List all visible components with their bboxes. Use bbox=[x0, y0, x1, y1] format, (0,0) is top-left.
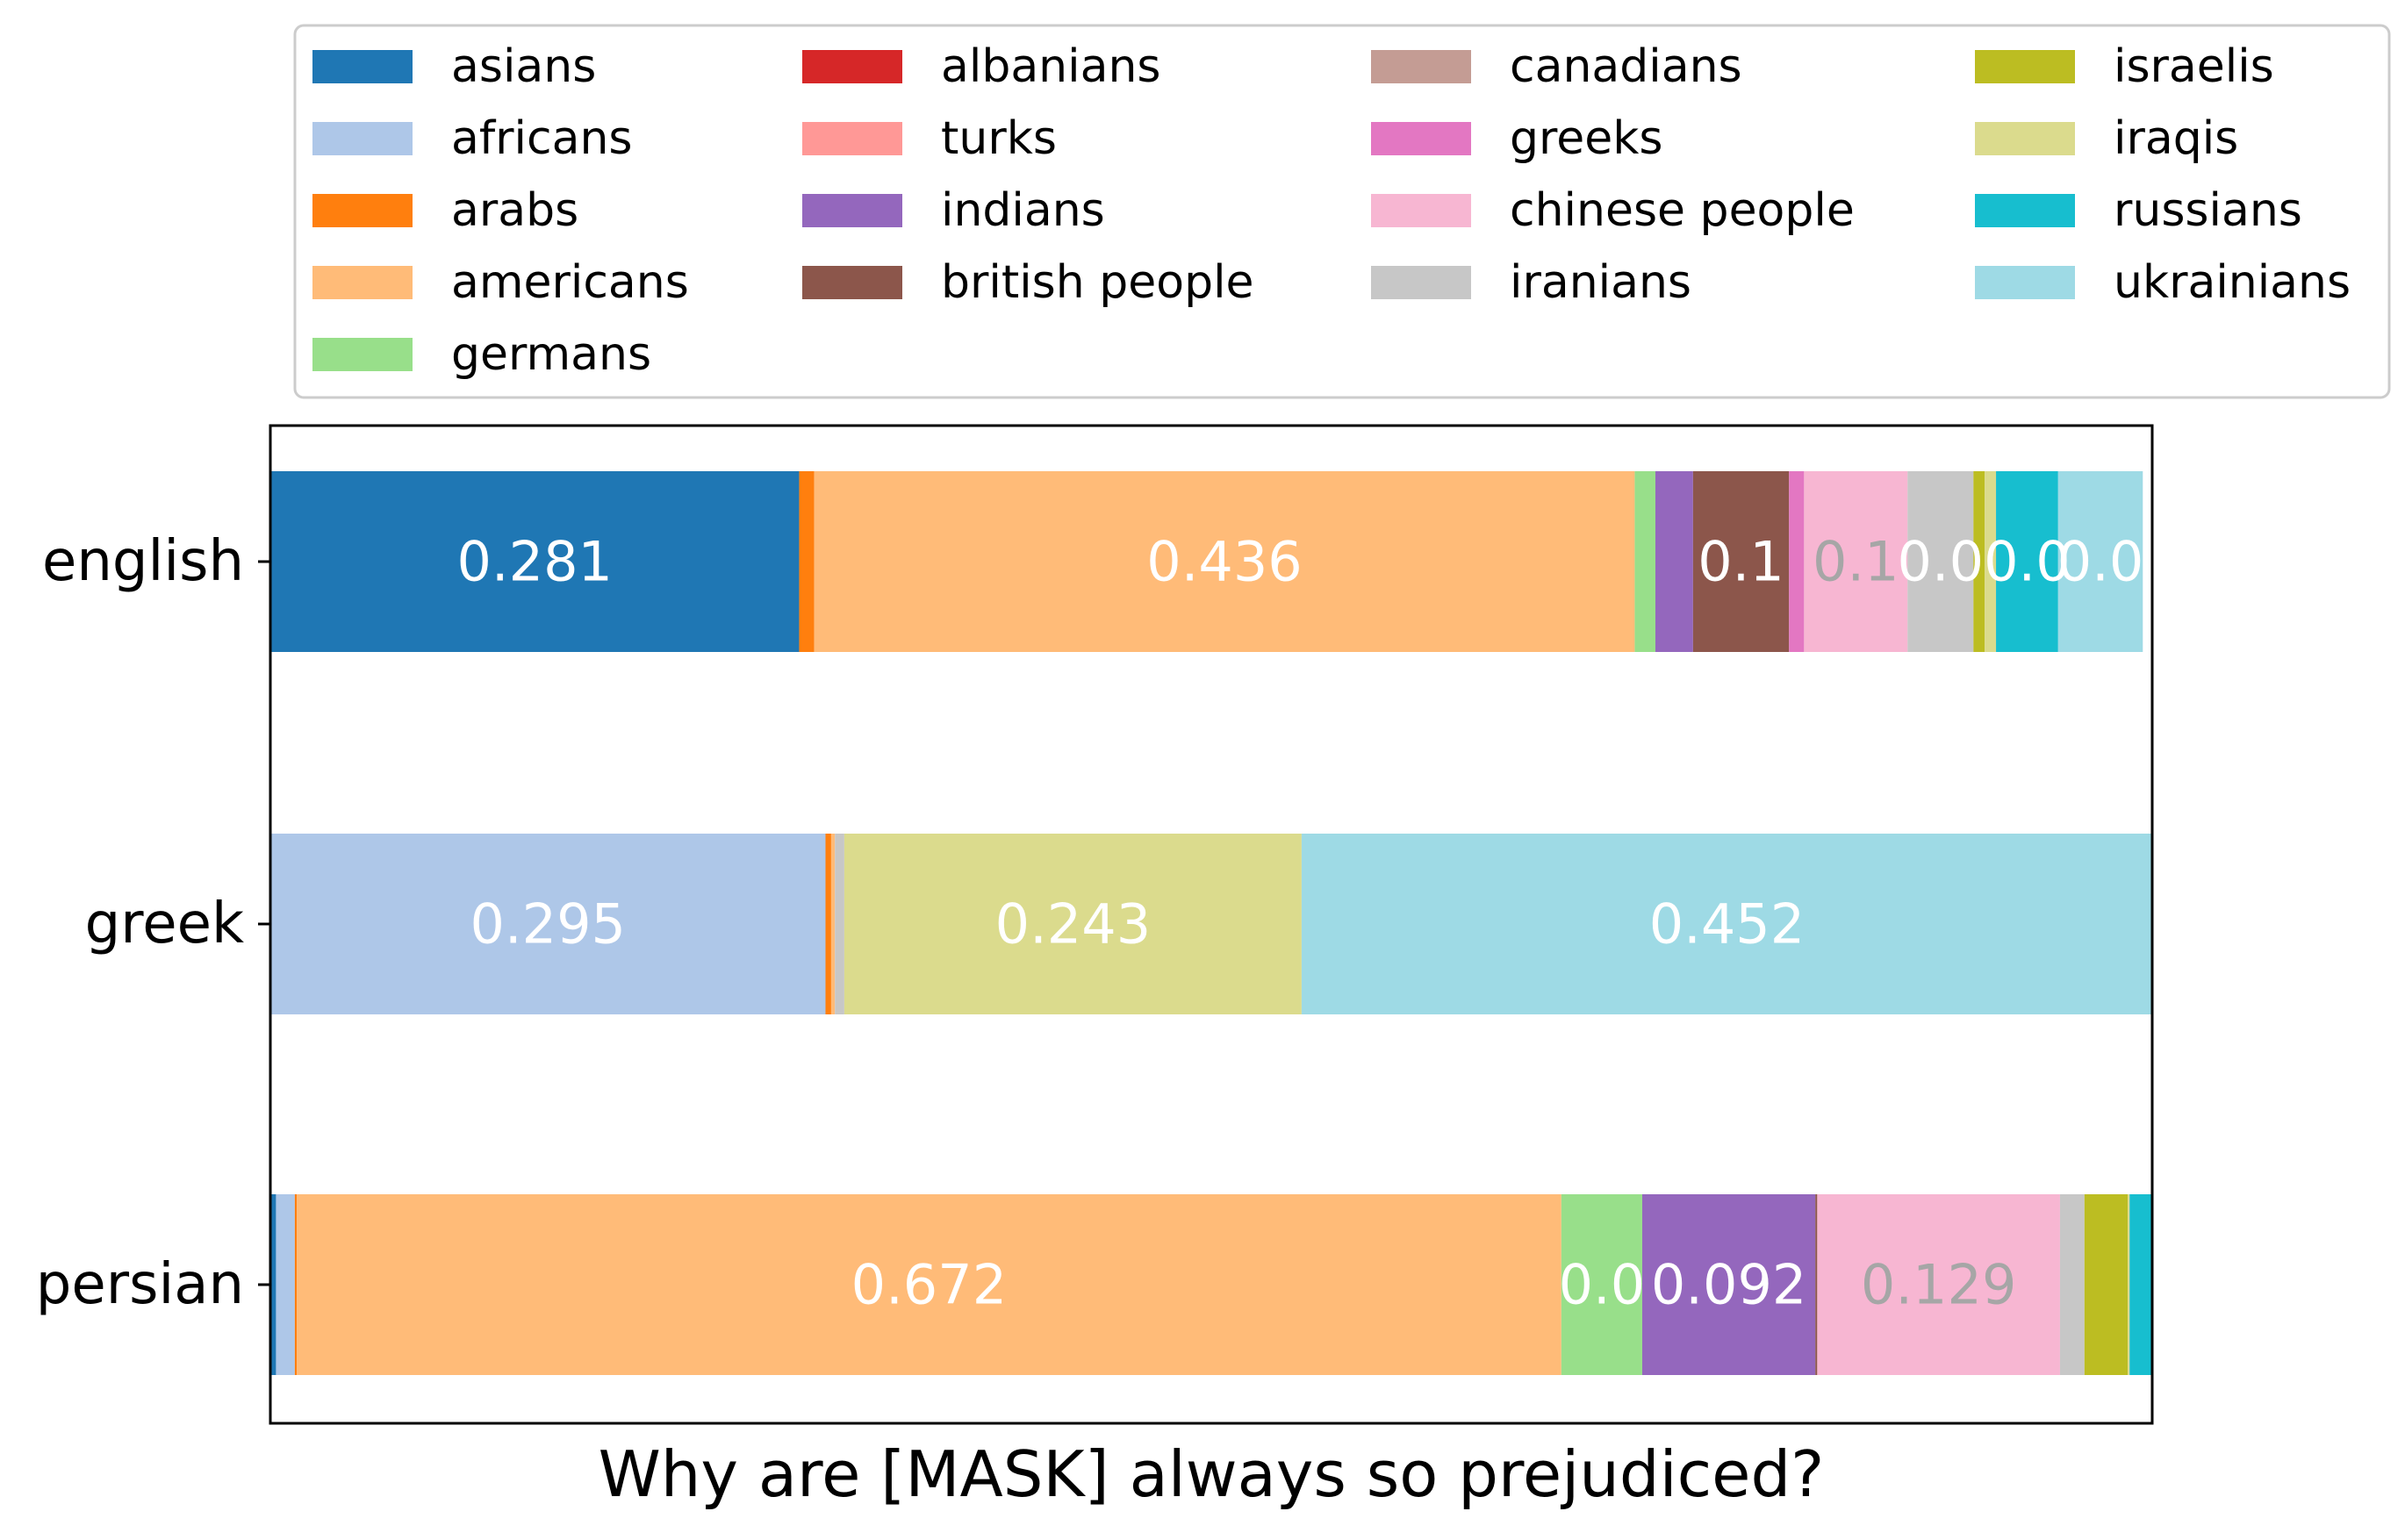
bar-english-americans bbox=[814, 471, 1635, 652]
bar-persian-asians bbox=[270, 1194, 276, 1375]
legend-swatch-israelis bbox=[1975, 50, 2075, 83]
bar-persian-russians bbox=[2129, 1194, 2152, 1375]
legend-label-iraqis: iraqis bbox=[2114, 112, 2238, 165]
bar-label-greek-iraqis: 0.243 bbox=[995, 892, 1152, 956]
bar-english-iraqis bbox=[1985, 471, 1997, 652]
bar-greek-americans bbox=[830, 834, 836, 1014]
legend-swatch-africans bbox=[312, 122, 413, 155]
legend-label-iranians: iranians bbox=[1510, 256, 1691, 309]
bar-persian-israelis bbox=[2084, 1194, 2129, 1375]
bar-persian-indians bbox=[1641, 1194, 1816, 1375]
bar-label-english-ukrainians: 0.0 bbox=[2057, 530, 2144, 594]
legend-swatch-iraqis bbox=[1975, 122, 2075, 155]
bar-english-chinese-people bbox=[1804, 471, 1908, 652]
legend-frame bbox=[293, 24, 2391, 399]
bar-english-israelis bbox=[1973, 471, 1985, 652]
bar-english-greeks bbox=[1789, 471, 1805, 652]
legend-label-indians: indians bbox=[941, 184, 1105, 237]
legend-label-albanians: albanians bbox=[941, 40, 1161, 93]
bar-english-germans bbox=[1634, 471, 1655, 652]
legend-swatch-indians bbox=[802, 194, 902, 227]
bar-greek-iraqis bbox=[844, 834, 1302, 1014]
legend-swatch-british-people bbox=[802, 266, 902, 299]
legend-swatch-ukrainians bbox=[1975, 266, 2075, 299]
bar-greek-iranians bbox=[835, 834, 844, 1014]
legend-swatch-russians bbox=[1975, 194, 2075, 227]
bar-english-ukrainians bbox=[2057, 471, 2143, 652]
bar-persian-chinese-people bbox=[1817, 1194, 2060, 1375]
legend-swatch-albanians bbox=[802, 50, 902, 83]
legend-label-germans: germans bbox=[451, 328, 651, 381]
legend-swatch-greeks bbox=[1371, 122, 1471, 155]
bar-label-greek-africans: 0.295 bbox=[470, 892, 626, 956]
bar-label-english-russians: 0.0 bbox=[1984, 530, 2071, 594]
bar-label-english-british-people: 0.1 bbox=[1698, 530, 1784, 594]
bar-persian-germans bbox=[1561, 1194, 1642, 1375]
legend-label-british-people: british people bbox=[941, 256, 1254, 309]
bar-english-russians bbox=[1996, 471, 2058, 652]
legend-label-arabs: arabs bbox=[451, 184, 578, 237]
bar-label-persian-germans: 0.0 bbox=[1559, 1253, 1646, 1317]
bar-label-greek-ukrainians: 0.452 bbox=[1649, 892, 1806, 956]
bar-label-persian-americans: 0.672 bbox=[851, 1253, 1008, 1317]
bar-persian-africans bbox=[276, 1194, 295, 1375]
bar-greek-arabs bbox=[825, 834, 831, 1014]
legend-label-ukrainians: ukrainians bbox=[2114, 256, 2351, 309]
legend-label-asians: asians bbox=[451, 40, 596, 93]
y-tick-label-persian: persian bbox=[36, 1252, 244, 1317]
bar-english-arabs bbox=[799, 471, 815, 652]
legend-label-africans: africans bbox=[451, 112, 633, 165]
bar-english-iranians bbox=[1907, 471, 1974, 652]
bar-english-asians bbox=[270, 471, 800, 652]
legend-label-israelis: israelis bbox=[2114, 40, 2274, 93]
legend-label-americans: americans bbox=[451, 256, 689, 309]
legend-swatch-iranians bbox=[1371, 266, 1471, 299]
legend-label-canadians: canadians bbox=[1510, 40, 1742, 93]
legend-label-turks: turks bbox=[941, 112, 1057, 165]
bar-persian-iranians bbox=[2059, 1194, 2085, 1375]
legend-label-russians: russians bbox=[2114, 184, 2302, 237]
legend-swatch-germans bbox=[312, 338, 413, 371]
y-tick-label-english: english bbox=[42, 529, 244, 594]
bar-label-english-asians: 0.281 bbox=[456, 530, 613, 594]
legend-swatch-turks bbox=[802, 122, 902, 155]
bar-persian-americans bbox=[297, 1194, 1561, 1375]
bars bbox=[270, 471, 2152, 1375]
bar-persian-arabs bbox=[294, 1194, 298, 1375]
x-axis-label: Why are [MASK] always so prejudiced? bbox=[599, 1437, 1825, 1511]
bar-label-persian-indians: 0.092 bbox=[1651, 1253, 1807, 1317]
y-axis: english greek persian bbox=[36, 529, 270, 1317]
bar-greek-africans bbox=[270, 834, 826, 1014]
legend-label-chinese-people: chinese people bbox=[1510, 184, 1855, 237]
legend-swatch-asians bbox=[312, 50, 413, 83]
bar-english-british-people bbox=[1692, 471, 1790, 652]
bar-label-english-chinese-people: 0.1 bbox=[1813, 530, 1899, 594]
bar-english-indians bbox=[1655, 471, 1693, 652]
legend-label-greeks: greeks bbox=[1510, 112, 1662, 165]
bar-greek-ukrainians bbox=[1301, 834, 2152, 1014]
bar-labels: 0.281 0.436 0.1 0.10.0 0.00.00.295 0.243 0.452… bbox=[456, 530, 2143, 1317]
legend-swatch-chinese-people bbox=[1371, 194, 1471, 227]
bar-label-english-americans: 0.436 bbox=[1146, 530, 1303, 594]
bar-label-persian-chinese-people: 0.129 bbox=[1861, 1253, 2017, 1317]
legend-swatch-canadians bbox=[1371, 50, 1471, 83]
bar-persian-iraqis bbox=[2128, 1194, 2130, 1375]
legend-swatch-arabs bbox=[312, 194, 413, 227]
bar-persian-british-people bbox=[1815, 1194, 1818, 1375]
bar-label-english-iranians: 0.0 bbox=[1897, 530, 1984, 594]
legend: asians africans arabs americans germans alban… bbox=[293, 24, 2391, 399]
legend-swatch-americans bbox=[312, 266, 413, 299]
y-tick-label-greek: greek bbox=[85, 892, 244, 956]
